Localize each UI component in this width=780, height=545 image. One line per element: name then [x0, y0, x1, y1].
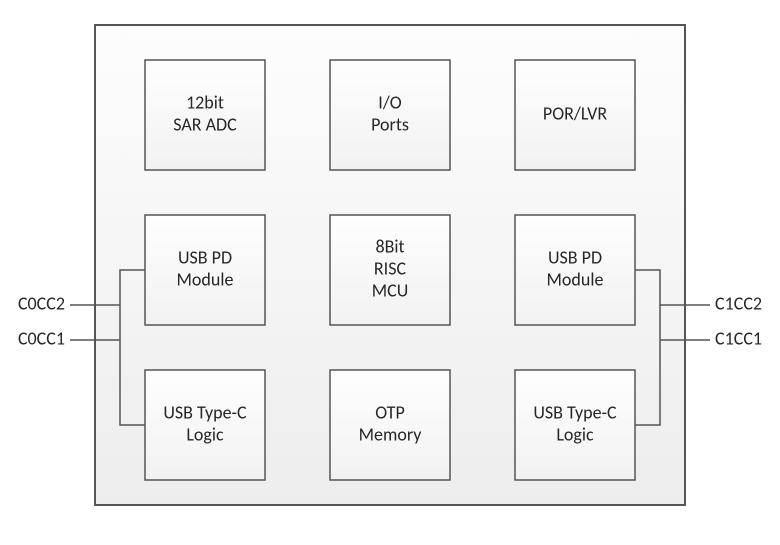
block-mcu-label-1: RISC	[374, 257, 407, 279]
block-adc-label-1: SAR ADC	[173, 113, 237, 135]
pin-c0cc2-label: C0CC2	[18, 292, 65, 314]
pin-c1cc1-label: C1CC1	[715, 327, 762, 349]
block-otp-label-1: Memory	[359, 423, 423, 445]
block-otp-label-0: OTP	[375, 401, 405, 423]
block-tc0-label-0: USB Type-C	[163, 401, 247, 423]
pin-c1cc2-label: C1CC2	[715, 292, 762, 314]
block-tc0-label-1: Logic	[186, 423, 224, 445]
block-mcu-label-2: MCU	[372, 279, 409, 301]
block-io-label-0: I/O	[378, 91, 401, 113]
block-pd1-label-1: Module	[547, 268, 604, 290]
block-pd0-label-1: Module	[177, 268, 234, 290]
block-adc-label-0: 12bit	[186, 91, 224, 113]
block-por-label-0: POR/LVR	[543, 102, 607, 124]
pin-c0cc1-label: C0CC1	[18, 327, 65, 349]
block-diagram: C0CC2 C0CC1 C1CC2 C1CC1 12bitSAR ADC I/OPorts…	[0, 0, 780, 545]
block-tc1-label-0: USB Type-C	[533, 401, 617, 423]
block-io-label-1: Ports	[371, 113, 409, 135]
block-tc1-label-1: Logic	[556, 423, 594, 445]
block-mcu-label-0: 8Bit	[375, 235, 404, 257]
block-pd0-label-0: USB PD	[178, 246, 232, 268]
block-pd1-label-0: USB PD	[548, 246, 602, 268]
